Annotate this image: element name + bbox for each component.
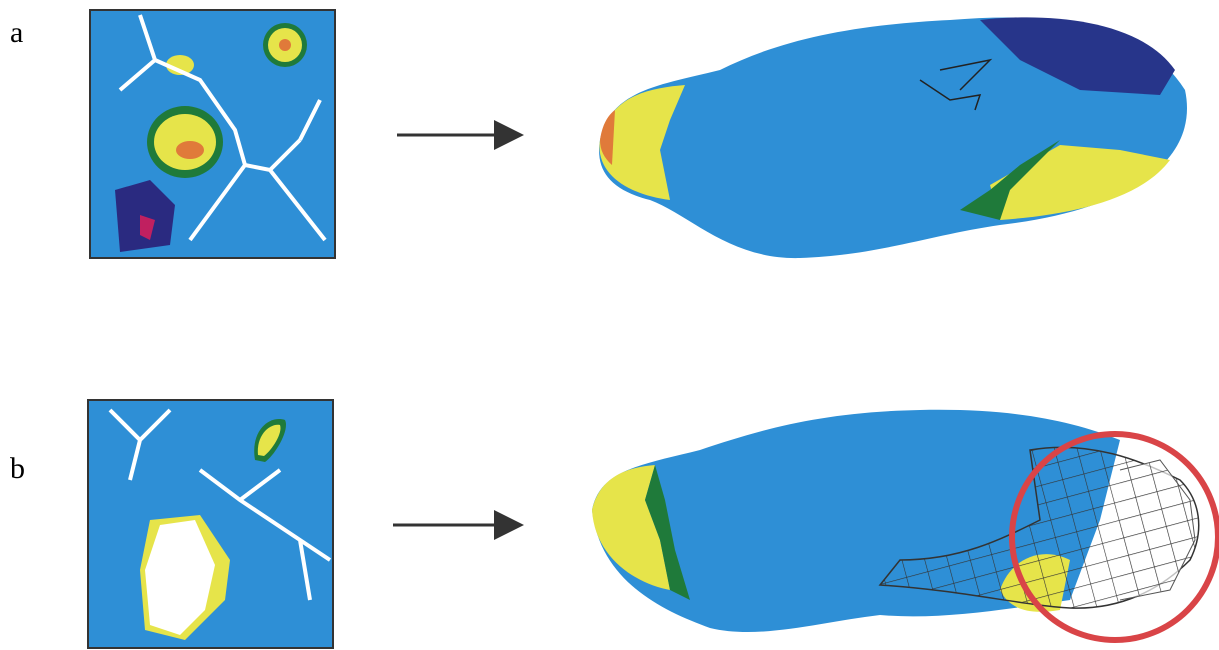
- model-b: [592, 410, 1218, 640]
- map-a: [90, 10, 335, 258]
- model-a: [599, 17, 1187, 258]
- panel-label: a: [10, 16, 23, 49]
- panel-label: b: [10, 452, 25, 485]
- figure: a b: [0, 0, 1219, 650]
- map-b: [88, 400, 333, 648]
